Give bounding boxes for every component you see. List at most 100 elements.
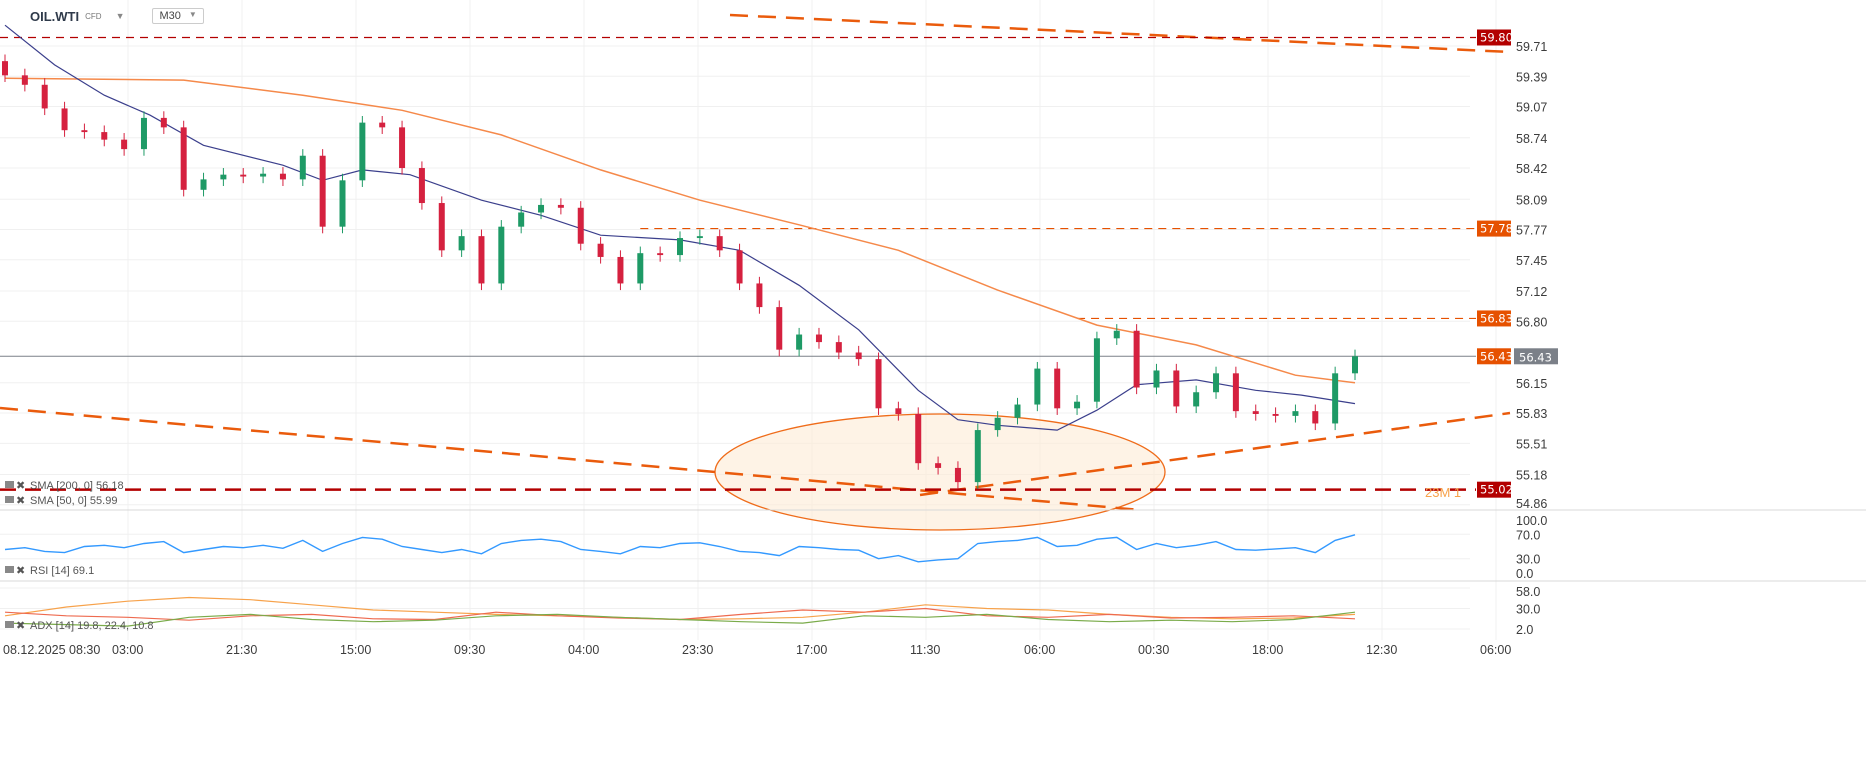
- adx-legend[interactable]: ✖ ADX [14] 19.8, 22.4, 10.8: [5, 620, 154, 632]
- rsi-line: [4, 534, 1356, 563]
- adx-line-3: [4, 611, 1356, 627]
- lower-descending-trendline[interactable]: [0, 406, 1141, 512]
- settings-icon[interactable]: [5, 481, 14, 488]
- axes: 08.12.2025 08:30 03:00 21:30 15:00 09:30 04:0…: [3, 40, 1547, 657]
- time-tick-label: 21:30: [226, 643, 257, 657]
- time-tick-label: 03:00: [112, 643, 143, 657]
- candle-body: [637, 253, 644, 284]
- time-tick-label: 23:30: [682, 643, 713, 657]
- price-level-value: 59.80: [1480, 30, 1513, 44]
- candle-body: [994, 417, 1001, 431]
- rsi-tick-label: 70.0: [1516, 528, 1540, 542]
- settings-icon[interactable]: [5, 566, 14, 573]
- ascending-support-trendline[interactable]: [919, 411, 1511, 497]
- upper-trendline[interactable]: [729, 13, 1511, 54]
- candle-body: [1292, 411, 1299, 416]
- candle-body: [617, 256, 624, 284]
- candle-body: [478, 236, 485, 284]
- candle: [379, 116, 386, 134]
- time-tick-label: 06:00: [1024, 643, 1055, 657]
- price-level-tag: [1477, 481, 1511, 498]
- settings-icon[interactable]: [5, 621, 14, 628]
- candle: [1213, 366, 1220, 399]
- candle: [279, 167, 286, 187]
- candle-body: [319, 155, 326, 227]
- candle-body: [1232, 373, 1239, 412]
- price-tick-label: 58.74: [1516, 132, 1547, 146]
- candle: [200, 172, 207, 197]
- remove-icon[interactable]: ✖: [16, 480, 25, 492]
- adx-pane: [4, 596, 1356, 627]
- candle-body: [1074, 401, 1081, 409]
- candle: [61, 101, 68, 137]
- candle-body: [240, 174, 247, 177]
- moving-averages: [4, 24, 1356, 431]
- candle-body: [1332, 373, 1339, 424]
- candle: [895, 401, 902, 421]
- candle: [974, 423, 981, 489]
- current-price-tag: [1477, 348, 1511, 365]
- ellipse-annotation[interactable]: [714, 413, 1166, 531]
- candle-body: [220, 174, 227, 180]
- sma200-line: [4, 77, 1356, 384]
- settings-icon[interactable]: [5, 496, 14, 503]
- candle: [1074, 395, 1081, 415]
- candle: [1232, 366, 1239, 418]
- candle: [1093, 331, 1100, 409]
- candle-body: [180, 127, 187, 190]
- candle-body: [1153, 370, 1160, 388]
- remove-icon[interactable]: ✖: [16, 565, 25, 577]
- candle: [815, 327, 822, 349]
- candle-body: [160, 117, 167, 128]
- candle-body: [61, 108, 68, 131]
- rsi-pane: [4, 534, 1356, 563]
- candle-body: [835, 342, 842, 353]
- candle: [657, 246, 664, 262]
- candle-body: [1133, 330, 1140, 388]
- candle-body: [1352, 356, 1358, 374]
- candle-body: [1034, 368, 1041, 405]
- candle-body: [438, 203, 445, 251]
- candle: [260, 167, 267, 184]
- sma50-legend[interactable]: ✖ SMA [50, 0] 55.99: [5, 495, 117, 507]
- candle: [1113, 324, 1120, 345]
- price-tick-label: 57.12: [1516, 285, 1547, 299]
- timeframe-select[interactable]: M30 ▼: [152, 8, 204, 24]
- candle-body: [41, 84, 48, 109]
- candle-body: [776, 307, 783, 350]
- candle: [577, 201, 584, 251]
- grid: [0, 0, 1497, 640]
- adx-tick-label: 2.0: [1516, 623, 1533, 637]
- candle: [1133, 324, 1140, 395]
- time-tick-label: 12:30: [1366, 643, 1397, 657]
- time-tick-label: 18:00: [1252, 643, 1283, 657]
- symbol-name[interactable]: OIL.WTI: [30, 8, 80, 24]
- rsi-label: RSI [14] 69.1: [30, 565, 94, 577]
- candle-body: [2, 61, 8, 76]
- symbol-dropdown-caret-icon[interactable]: ▼: [115, 11, 125, 21]
- time-tick-label: 08.12.2025 08:30: [3, 643, 100, 657]
- candle: [1193, 385, 1200, 414]
- candle-body: [518, 212, 525, 227]
- candle: [319, 149, 326, 234]
- remove-icon[interactable]: ✖: [16, 620, 25, 632]
- candle: [220, 168, 227, 187]
- candle: [696, 229, 703, 245]
- candle: [41, 78, 48, 116]
- candle-body: [716, 236, 723, 251]
- remove-icon[interactable]: ✖: [16, 495, 25, 507]
- price-tick-label: 59.07: [1516, 101, 1547, 115]
- candle-body: [1113, 330, 1120, 339]
- candle-body: [21, 75, 28, 85]
- candle-body: [557, 204, 564, 208]
- rsi-tick-label: 100.0: [1516, 514, 1547, 528]
- sma200-legend[interactable]: ✖ SMA [200, 0] 56.18: [5, 480, 124, 492]
- candle: [21, 68, 28, 92]
- time-tick-label: 09:30: [454, 643, 485, 657]
- rsi-legend[interactable]: ✖ RSI [14] 69.1: [5, 565, 94, 577]
- candle: [498, 220, 505, 291]
- candle-body: [677, 238, 683, 256]
- candle-body: [1093, 338, 1100, 402]
- time-tick-label: 06:00: [1480, 643, 1511, 657]
